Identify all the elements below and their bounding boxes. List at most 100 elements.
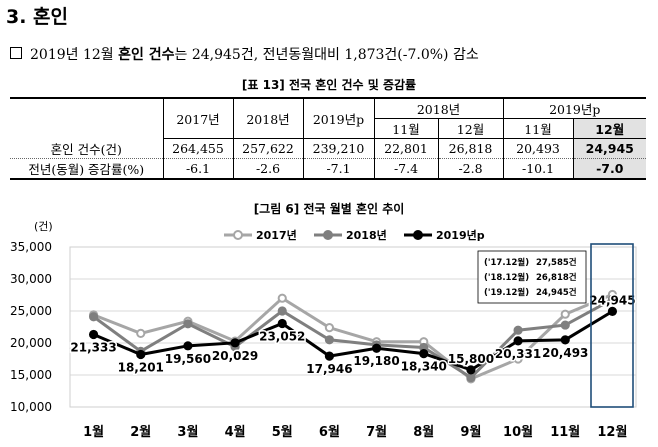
data-label: 24,945 <box>589 293 635 307</box>
monthly-marriage-line-chart: (건) 10,000 15,000 20,000 25,000 30,000 35,000… <box>10 220 637 440</box>
x-tick-label: 3월 <box>177 424 198 440</box>
table-cell: -7.4 <box>374 158 439 180</box>
x-tick-label: 7월 <box>366 424 387 440</box>
summary-prefix: 2019년 12월 <box>30 47 114 63</box>
data-label: 23,052 <box>259 329 305 343</box>
annotation-period: ('17.12월) <box>484 257 529 268</box>
data-label: 18,340 <box>401 360 447 374</box>
data-point <box>277 306 287 316</box>
header-group-2018: 2018년 <box>374 97 504 119</box>
chart-series <box>88 289 618 384</box>
table-cell: -7.1 <box>303 158 375 180</box>
data-point <box>513 354 523 364</box>
table-cell: 264,455 <box>163 138 234 159</box>
annotation-box: ('17.12월) 27,585건 ('18.12월) 26,818건 ('19.12월… <box>477 250 587 304</box>
checkbox-bullet-icon <box>10 47 22 59</box>
summary-text: 는 24,945건, 전년동월대비 1,873건(-7.0%) 감소 <box>174 47 479 63</box>
header-year-2018: 2018년 <box>233 97 304 139</box>
table-cell: -2.6 <box>233 158 304 180</box>
header-month-2018-11: 11월 <box>374 118 439 139</box>
annotation-period: ('18.12월) <box>484 272 529 283</box>
data-point <box>183 341 193 351</box>
data-label: 18,201 <box>118 361 164 375</box>
x-tick-label: 9월 <box>460 424 481 440</box>
legend-label: 2017년 <box>256 228 297 242</box>
table-cell: -6.1 <box>163 158 234 180</box>
data-point <box>324 351 335 361</box>
table-cell-highlight: -7.0 <box>573 158 646 180</box>
data-point <box>607 306 618 316</box>
x-tick-label: 1월 <box>83 424 104 440</box>
series-line <box>92 310 614 372</box>
figure-caption: [그림 6] 전국 월별 혼인 추이 <box>253 202 405 216</box>
data-point <box>371 343 382 353</box>
data-point <box>607 294 618 304</box>
data-point <box>513 336 523 346</box>
x-tick-label: 5월 <box>272 424 293 440</box>
data-point <box>324 323 335 333</box>
header-month-2018-12: 12월 <box>438 118 504 139</box>
legend-label: 2019년p <box>436 228 485 242</box>
section-title: 3. 혼인 <box>6 6 69 28</box>
table-cell: -10.1 <box>503 158 574 180</box>
annotation-value: 24,945건 <box>536 287 577 298</box>
annotation-frame <box>477 250 587 304</box>
table-cell: 257,622 <box>233 138 304 159</box>
y-axis-ticks: 10,000 15,000 20,000 25,000 30,000 35,000 <box>10 240 52 414</box>
x-tick-label: 2월 <box>130 424 151 440</box>
table-cell: 239,210 <box>303 138 375 159</box>
y-tick-label: 15,000 <box>10 368 52 382</box>
data-point <box>560 335 570 345</box>
annotation-value: 26,818건 <box>536 272 577 283</box>
data-point <box>466 372 476 383</box>
annotation-value: 27,585건 <box>536 257 577 268</box>
y-tick-label: 10,000 <box>10 400 52 414</box>
table-caption: [표 13] 전국 혼인 건수 및 증감률 <box>241 78 417 92</box>
table-cell: 22,801 <box>374 138 439 159</box>
data-point <box>183 319 193 329</box>
y-tick-label: 35,000 <box>10 240 52 254</box>
x-tick-label: 4월 <box>225 424 246 440</box>
table-cell-highlight: 24,945 <box>573 138 646 159</box>
x-tick-label: 8월 <box>413 424 434 440</box>
data-point <box>560 309 570 319</box>
table-cell: 20,493 <box>503 138 574 159</box>
legend-label: 2018년 <box>346 228 387 242</box>
data-point <box>88 329 99 340</box>
data-point <box>419 349 429 359</box>
header-year-2019: 2019년p <box>303 97 375 139</box>
row-label-rate: 전년(동월) 증감률(%) <box>10 158 164 180</box>
december-highlight-box <box>590 243 634 408</box>
y-tick-label: 25,000 <box>10 304 52 318</box>
data-label: 20,029 <box>212 349 258 363</box>
x-tick-label: 12월 <box>597 424 627 440</box>
data-label: 21,333 <box>70 340 116 354</box>
x-axis-ticks: 1월 2월 3월 4월 5월 6월 7월 8월 9월 10월 11월 12월 <box>83 424 627 440</box>
legend-marker <box>323 230 333 240</box>
table-corner <box>10 97 164 139</box>
header-group-2019: 2019년p <box>503 97 646 119</box>
table-cell: -2.8 <box>438 158 504 180</box>
data-label: 17,946 <box>306 362 352 376</box>
data-point <box>136 349 146 360</box>
header-month-2019-12: 12월 <box>573 118 646 139</box>
chart-legend: 2017년 2018년 2019년p <box>224 228 485 242</box>
x-tick-label: 11월 <box>550 424 580 440</box>
data-point <box>513 325 523 335</box>
x-tick-label: 6월 <box>319 424 340 440</box>
table-cell: 26,818 <box>438 138 504 159</box>
y-axis-label: (건) <box>34 220 53 233</box>
data-label: 20,493 <box>542 346 588 360</box>
series-line <box>93 293 613 381</box>
data-point <box>88 312 99 322</box>
data-point <box>466 365 476 375</box>
series-line <box>92 298 614 380</box>
header-month-2019-11: 11월 <box>503 118 574 139</box>
annotation-period: ('19.12월) <box>484 287 529 298</box>
y-tick-label: 20,000 <box>10 336 52 350</box>
data-label: 15,800 <box>448 352 494 366</box>
data-point <box>277 293 287 303</box>
y-tick-label: 30,000 <box>10 272 52 286</box>
data-point <box>230 338 240 348</box>
row-label-count: 혼인 건수(건) <box>10 138 164 159</box>
